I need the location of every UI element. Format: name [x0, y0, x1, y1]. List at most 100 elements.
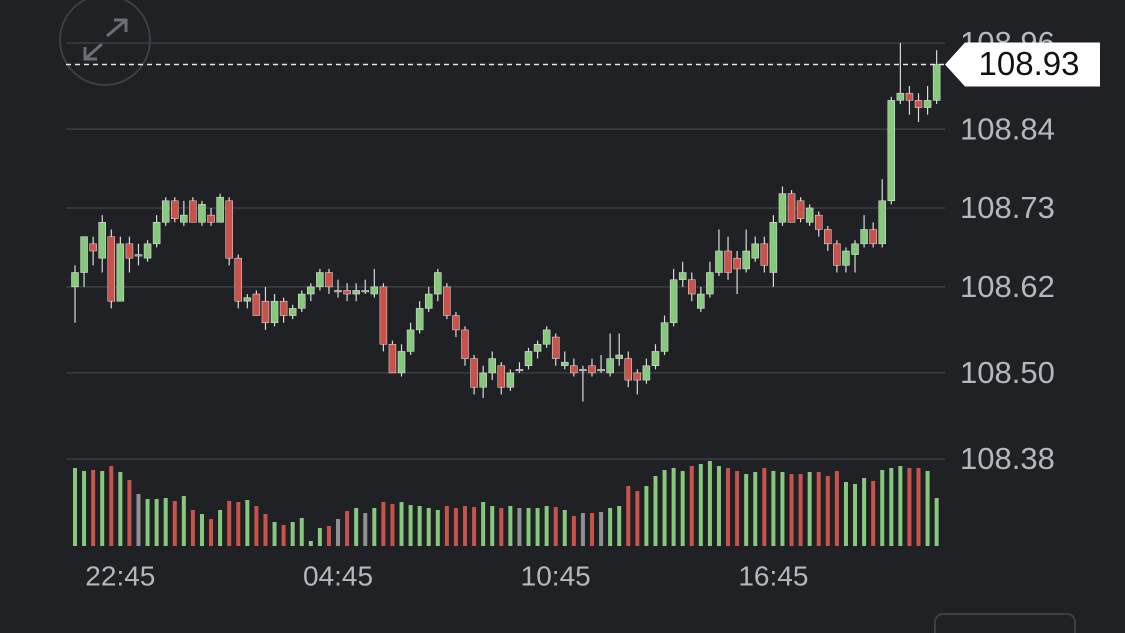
volume-bar	[254, 506, 259, 546]
candle-body	[814, 214, 823, 230]
volume-bar	[834, 471, 839, 546]
volume-bar	[508, 506, 513, 546]
candle-body	[134, 254, 143, 257]
candle-body	[597, 369, 605, 372]
candle-body	[796, 200, 805, 219]
candle-body	[824, 229, 832, 245]
volume-bar	[707, 461, 712, 546]
volume-bar	[726, 468, 731, 546]
volume-bar	[671, 468, 676, 546]
volume-bar	[753, 472, 758, 546]
volume-bar	[181, 496, 186, 546]
volume-bar	[317, 528, 322, 546]
candle-body	[515, 369, 524, 372]
candle-body	[189, 200, 197, 223]
candle-body	[642, 365, 651, 381]
candle-body	[551, 336, 560, 359]
volume-bar	[925, 471, 930, 546]
candle-body	[152, 222, 161, 245]
candle-body	[542, 329, 551, 345]
candle-body	[379, 286, 388, 345]
candle-body	[80, 236, 88, 273]
candle-body	[805, 207, 814, 223]
volume-bar	[299, 518, 304, 546]
candle-body	[198, 204, 206, 223]
expand-icon[interactable]	[83, 18, 128, 61]
volume-bar	[871, 481, 876, 546]
volume-bar	[626, 486, 631, 546]
candle-body	[579, 369, 587, 372]
volume-bar	[336, 519, 341, 546]
volume-bar	[526, 508, 531, 546]
candle-body	[361, 290, 369, 293]
candle-body	[180, 214, 188, 223]
candle-body	[561, 361, 569, 367]
volume-bar	[481, 502, 486, 546]
x-tick-label: 22:45	[85, 560, 155, 591]
candle-body	[851, 243, 859, 255]
y-tick-label: 108.50	[960, 355, 1055, 390]
candle-body	[497, 365, 506, 388]
volume-bar	[535, 508, 540, 546]
volume-bar	[744, 474, 749, 546]
volume-bar	[91, 470, 96, 546]
candle-body	[923, 100, 932, 108]
volume-bar	[82, 471, 87, 546]
volume-bar	[363, 513, 368, 546]
volume-bar	[372, 508, 377, 546]
volume-bar	[698, 464, 703, 546]
candle-body	[506, 372, 515, 388]
volume-bar	[608, 508, 613, 546]
candle-body	[470, 358, 478, 388]
candle-body	[570, 365, 578, 374]
candle-body	[243, 297, 252, 302]
candle-body	[207, 214, 215, 223]
candle-body	[724, 250, 732, 273]
volume-bar	[227, 501, 232, 546]
candle-body	[461, 329, 469, 359]
volume-bar	[100, 471, 105, 546]
candle-body	[452, 315, 460, 331]
candle-body	[896, 92, 905, 101]
volume-bar	[163, 498, 168, 546]
candle-body	[842, 250, 850, 266]
expand-button[interactable]	[59, 0, 151, 86]
volume-bar	[880, 470, 885, 546]
candle-body	[905, 92, 914, 101]
candle-body	[343, 290, 351, 295]
candle-body	[787, 193, 796, 223]
candle-body	[651, 351, 660, 367]
corner-button[interactable]	[934, 613, 1076, 633]
candle-body	[678, 272, 687, 280]
candle-body	[98, 222, 106, 259]
volume-bar	[517, 508, 522, 546]
candle-body	[424, 293, 433, 309]
expand-circle[interactable]	[59, 0, 151, 86]
volume-bar	[562, 510, 567, 546]
volume-bar	[118, 472, 123, 546]
y-tick-label: 108.38	[960, 441, 1055, 476]
volume-bar	[345, 511, 350, 546]
candle-body	[116, 243, 125, 302]
candle-body	[325, 272, 333, 288]
volume-bar	[689, 466, 694, 546]
volume-bar	[390, 504, 395, 546]
volume-bar	[281, 525, 286, 546]
candle-body	[660, 322, 669, 352]
volume-bar	[916, 468, 921, 546]
candle-body	[688, 279, 696, 295]
candle-body	[307, 286, 315, 295]
volume-bar	[245, 500, 250, 546]
volume-bar	[435, 510, 440, 546]
volume-bar	[599, 512, 604, 546]
volume-bar	[553, 507, 558, 546]
candle-body	[252, 293, 261, 316]
candle-body	[225, 200, 233, 259]
candle-body	[533, 343, 542, 352]
volume-bar	[263, 514, 268, 546]
volume-bar	[862, 478, 867, 546]
candle-body	[143, 243, 152, 259]
candle-body	[107, 236, 116, 302]
volume-bar	[934, 498, 939, 546]
